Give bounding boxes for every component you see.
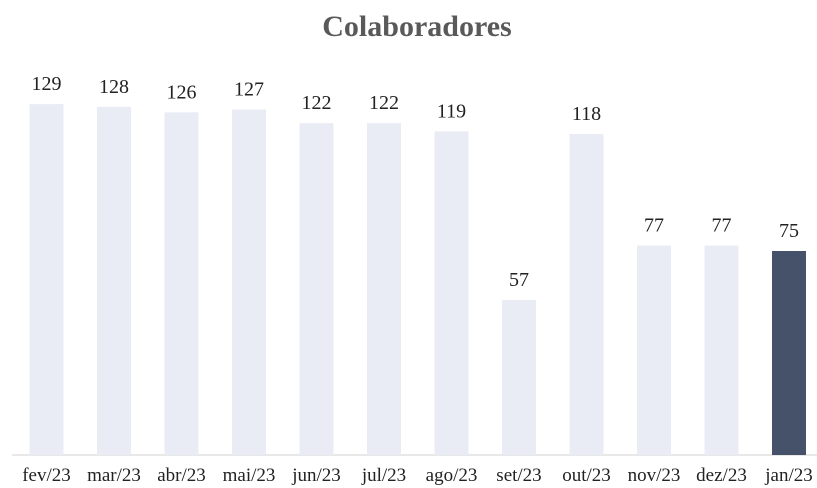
x-tick-label: dez/23 — [696, 465, 747, 486]
bar — [772, 251, 806, 455]
x-tick-label: nov/23 — [628, 465, 681, 486]
x-tick-label: mar/23 — [87, 465, 141, 486]
bar — [637, 245, 671, 455]
bar — [299, 123, 334, 455]
x-tick-label: mai/23 — [223, 465, 276, 486]
value-label: 119 — [437, 100, 466, 122]
x-tick-label: fev/23 — [22, 465, 71, 486]
bar — [569, 134, 604, 456]
value-label: 127 — [234, 79, 264, 101]
value-label: 126 — [167, 81, 197, 103]
value-label: 128 — [99, 76, 129, 98]
value-label: 129 — [32, 73, 62, 95]
bar — [29, 104, 64, 456]
bar — [434, 131, 469, 455]
value-label: 57 — [509, 269, 529, 291]
value-label: 122 — [369, 92, 399, 114]
x-tick-label: jan/23 — [764, 465, 813, 486]
x-tick-label: set/23 — [496, 465, 541, 486]
value-label: 77 — [644, 215, 664, 237]
value-label: 118 — [572, 103, 601, 125]
chart-title: Colaboradores — [322, 10, 511, 43]
x-tick-label: out/23 — [562, 465, 611, 486]
bar — [232, 109, 266, 455]
bar — [367, 123, 401, 455]
bar — [704, 245, 739, 455]
bar — [502, 299, 536, 455]
x-tick-label: ago/23 — [426, 465, 478, 486]
value-label: 122 — [302, 92, 332, 114]
bar — [164, 112, 199, 455]
x-tick-label: jul/23 — [361, 465, 406, 486]
x-tick-label: jun/23 — [291, 465, 341, 486]
bar — [97, 106, 131, 455]
value-label: 75 — [779, 220, 799, 242]
x-tick-label: abr/23 — [157, 465, 206, 486]
value-label: 77 — [712, 215, 732, 237]
